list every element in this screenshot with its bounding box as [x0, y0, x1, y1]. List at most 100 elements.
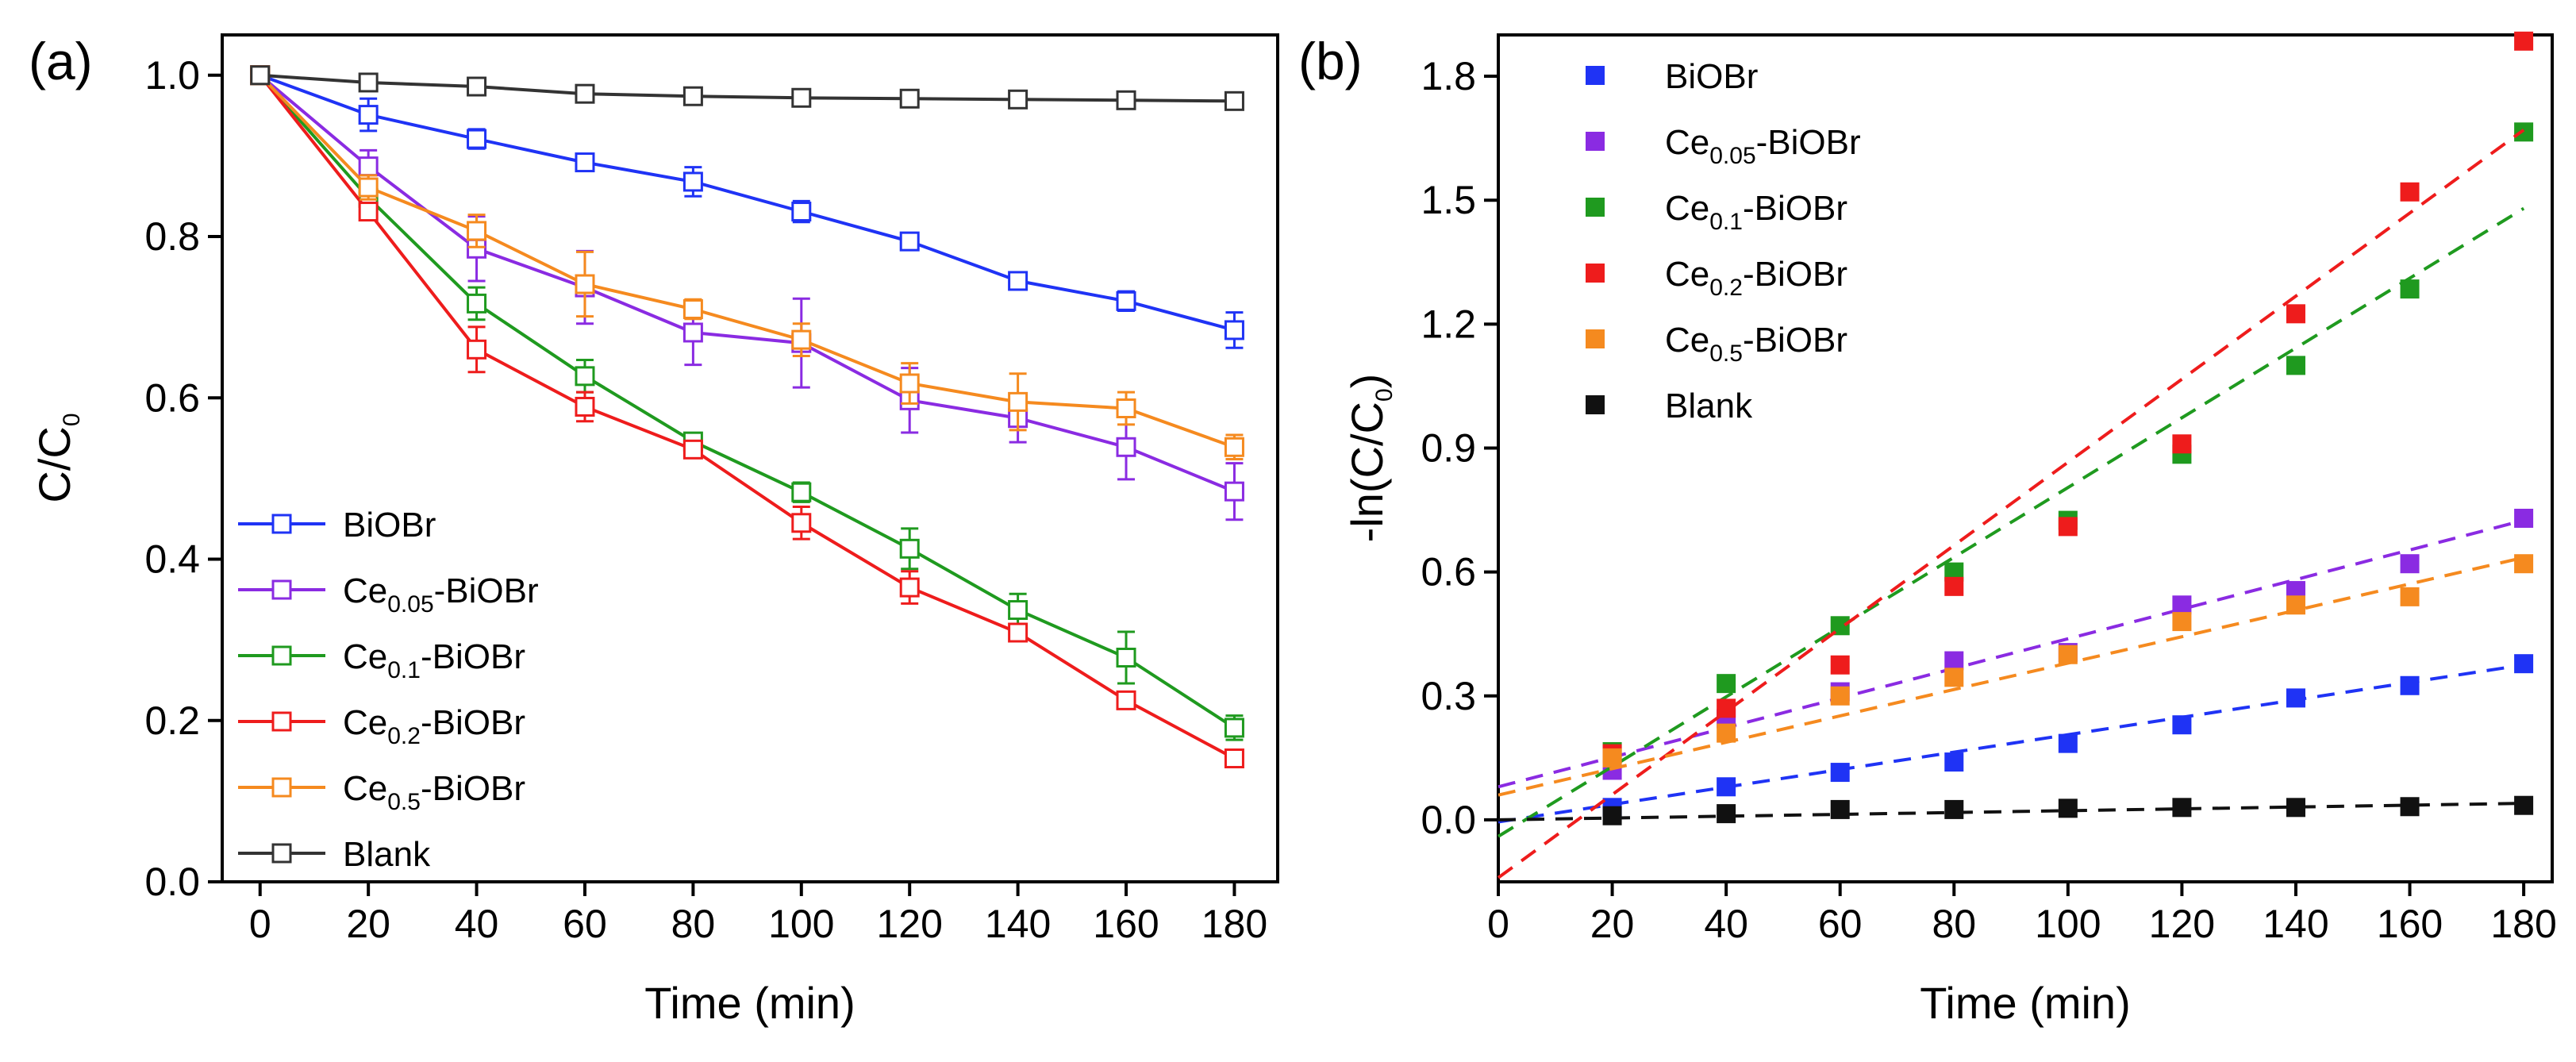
data-point	[575, 396, 595, 417]
data-point	[575, 274, 595, 294]
legend-b-label-3-sub: 0.2	[1709, 275, 1743, 301]
legend-a-marker-4	[271, 777, 292, 798]
panel-b-y-tick-label: 0.0	[1421, 798, 1476, 842]
data-point	[2058, 733, 2078, 753]
panel-b-x-tick-label: 0	[1487, 902, 1509, 946]
legend-a-label-3-suffix: -BiOBr	[421, 703, 525, 742]
data-point	[1830, 799, 1850, 819]
legend-a-label-5-text: Blank	[343, 835, 431, 874]
data-point	[1944, 799, 1964, 819]
data-point	[1224, 748, 1244, 769]
panel-a-x-tick-label: 20	[346, 902, 390, 946]
legend-b-label-4-sub: 0.5	[1709, 341, 1743, 367]
data-point	[899, 373, 920, 394]
data-point	[2286, 304, 2305, 324]
series-a-4	[250, 65, 1244, 461]
panel-b-y-tick-label: 1.2	[1421, 302, 1476, 346]
legend-a-label-3-text: Ce	[343, 703, 387, 742]
panel-a-x-tick-label: 160	[1093, 902, 1159, 946]
data-point	[1224, 90, 1244, 111]
legend-b-label-0-text: BiOBr	[1665, 57, 1758, 96]
panel-b-y-axis-label: -ln(C/C0)	[1342, 374, 1398, 543]
legend-a-marker-0	[271, 514, 292, 534]
data-point	[2172, 434, 2192, 454]
panel-a-x-axis-label: Time (min)	[644, 978, 855, 1028]
panel-b-x-tick-label: 140	[2263, 902, 2328, 946]
data-point	[1602, 806, 1622, 825]
fit-line	[1498, 663, 2524, 824]
panel-a-x-tick-label: 40	[455, 902, 499, 946]
fit-line	[1498, 518, 2524, 789]
data-point	[1116, 690, 1136, 710]
panel-b-x-tick-label: 180	[2490, 902, 2556, 946]
data-point	[2400, 587, 2420, 606]
legend-a-label-1-text: Ce	[343, 571, 387, 610]
legend-b-label-2: Ce0.1-BiOBr	[1665, 189, 1847, 235]
data-point	[2286, 688, 2305, 708]
series-a-1	[250, 65, 1244, 521]
series-b-4	[1498, 554, 2534, 797]
legend-a-label-1-sub: 0.05	[387, 591, 433, 618]
panel-b-x-tick-label: 100	[2035, 902, 2101, 946]
data-point	[1008, 391, 1028, 412]
panel-b-label: (b)	[1298, 32, 1363, 90]
legend-b-marker-2	[1586, 198, 1605, 217]
data-point	[1116, 398, 1136, 418]
panel-b-chart: (b) 0 20 40 60 80 100 120 140 160 180 0.0 0.3 0.6 0.9…	[1298, 31, 2557, 1028]
panel-b-y-label-sub: 0	[1371, 388, 1398, 402]
data-point	[2172, 798, 2192, 818]
series-a-0	[250, 65, 1244, 349]
legend-a-label-2-suffix: -BiOBr	[421, 637, 525, 676]
panel-b-y-tick-label: 0.6	[1421, 550, 1476, 594]
data-point	[250, 65, 271, 86]
panel-b-y-label-pre: -ln(C/C	[1342, 402, 1392, 542]
data-point	[1944, 752, 1964, 772]
data-point	[1830, 686, 1850, 706]
data-point	[2514, 554, 2534, 574]
data-point	[1224, 481, 1244, 502]
fit-line	[1497, 206, 2525, 838]
series-a-line	[259, 74, 1236, 449]
legend-a-marker-3	[271, 711, 292, 732]
data-point	[2514, 795, 2534, 815]
series-b-3	[1497, 31, 2534, 879]
data-point	[899, 88, 920, 109]
data-point	[1116, 291, 1136, 311]
legend-b-label-3-text: Ce	[1665, 255, 1709, 294]
panel-a-label: (a)	[29, 32, 93, 90]
panel-a-y-tick-label: 1.0	[144, 53, 200, 98]
panel-a-x-tick-label: 120	[876, 902, 942, 946]
data-point	[467, 76, 487, 97]
series-b-5	[1498, 795, 2534, 825]
data-point	[1830, 763, 1850, 783]
legend-b-label-5-text: Blank	[1665, 387, 1753, 425]
legend-a-label-5: Blank	[343, 835, 431, 874]
data-point	[1717, 698, 1736, 718]
data-point	[791, 202, 812, 222]
data-point	[2400, 182, 2420, 202]
legend-a-label-1-suffix: -BiOBr	[434, 571, 539, 610]
data-point	[1008, 89, 1028, 110]
panel-b-y-tick-label: 0.3	[1421, 674, 1476, 718]
series-a-line	[260, 73, 1235, 103]
panel-a-x-tick-label: 0	[249, 902, 271, 946]
legend-b-label-2-sub: 0.1	[1709, 209, 1743, 235]
legend-a-label-2-text: Ce	[343, 637, 387, 676]
data-point	[899, 538, 920, 559]
data-point	[1116, 90, 1136, 110]
series-b-0	[1498, 654, 2534, 824]
data-point	[791, 513, 812, 533]
data-point	[1944, 668, 1964, 687]
data-point	[467, 339, 487, 360]
data-point	[1116, 437, 1136, 457]
data-point	[2058, 517, 2078, 537]
data-point	[1224, 320, 1244, 341]
legend-a-marker-1	[271, 579, 292, 600]
series-a-5	[250, 65, 1244, 111]
panel-a-y-tick-label: 0.8	[144, 214, 200, 259]
data-point	[358, 105, 379, 125]
svg-text:-ln(C/C0): -ln(C/C0)	[1342, 374, 1398, 543]
panel-a-plot-frame	[221, 33, 1279, 883]
legend-a-label-4-text: Ce	[343, 769, 387, 808]
panel-b-x-tick-label: 20	[1590, 902, 1635, 946]
